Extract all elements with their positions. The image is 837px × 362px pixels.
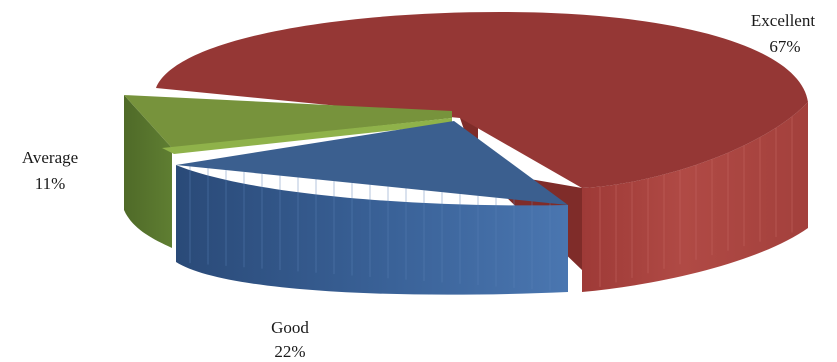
label-good: Good 22% <box>271 318 309 361</box>
slice-average-rim <box>162 118 452 154</box>
label-excellent: Excellent 67% <box>751 11 815 56</box>
slice-good <box>176 121 568 295</box>
label-good-value: 22% <box>274 342 305 361</box>
slice-good-side <box>176 165 568 295</box>
slice-average <box>124 95 452 248</box>
label-average-value: 11% <box>35 174 66 193</box>
slice-average-side <box>124 95 172 248</box>
label-excellent-name: Excellent <box>751 11 815 30</box>
label-average: Average 11% <box>22 148 78 193</box>
slice-good-top <box>176 121 568 205</box>
slice-average-top <box>124 95 452 148</box>
slice-excellent-side <box>582 102 808 292</box>
label-good-name: Good <box>271 318 309 337</box>
label-excellent-value: 67% <box>769 37 800 56</box>
label-average-name: Average <box>22 148 78 167</box>
slice-excellent-top <box>156 12 808 188</box>
